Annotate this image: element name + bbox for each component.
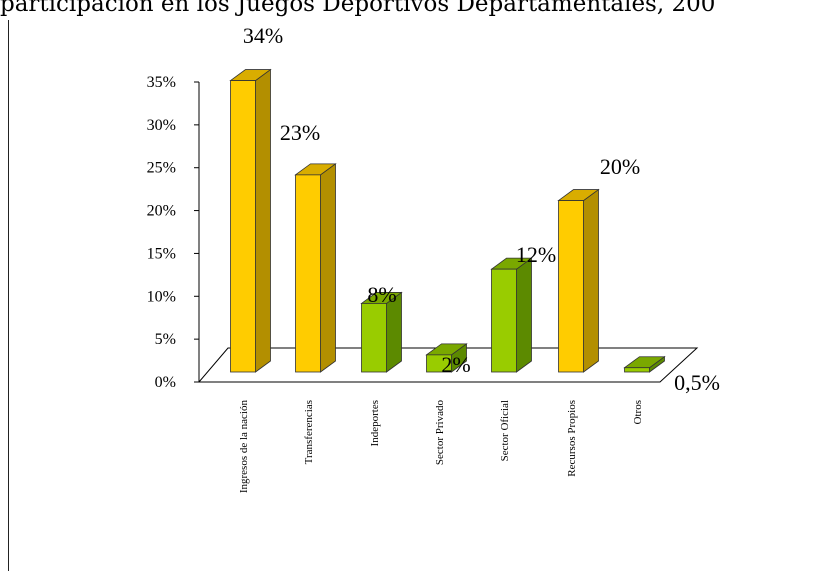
y-tick-label: 25%	[147, 160, 176, 177]
bar	[295, 174, 321, 373]
data-label: 20%	[600, 154, 640, 179]
chart-caption: participación en los Juegos Deportivos D…	[0, 0, 716, 17]
category-label: Sector Privado	[434, 400, 446, 466]
data-label: 2%	[441, 352, 470, 377]
bar	[491, 268, 517, 373]
bar-side	[255, 68, 271, 373]
category-label: Ingresos de la nación	[238, 400, 250, 494]
data-label: 12%	[516, 242, 556, 267]
frame-border	[8, 20, 9, 571]
data-label: 8%	[367, 282, 396, 307]
category-label: Sector Oficial	[499, 400, 511, 461]
category-label: Indeportes	[369, 400, 381, 446]
y-tick-label: 0%	[155, 374, 176, 391]
category-label: Otros	[632, 400, 644, 424]
chart-floor	[197, 347, 699, 383]
bar	[426, 354, 452, 373]
data-label: 34%	[243, 23, 283, 48]
y-tick-label: 10%	[147, 288, 176, 305]
bar	[624, 367, 650, 373]
bar-side	[320, 163, 336, 373]
data-label: 0,5%	[674, 370, 720, 395]
y-tick-label: 35%	[147, 74, 176, 91]
category-label: Transferencias	[303, 400, 315, 464]
y-tick-label: 20%	[147, 203, 176, 220]
y-tick-label: 15%	[147, 245, 176, 262]
bar-side	[583, 188, 599, 373]
bar	[230, 80, 256, 373]
y-tick-label: 30%	[147, 117, 176, 134]
category-label: Recursos Propios	[566, 400, 578, 477]
data-label: 23%	[280, 120, 320, 145]
bar	[558, 200, 584, 373]
y-tick-label: 5%	[155, 331, 176, 348]
bar	[361, 303, 387, 373]
bar-side	[516, 257, 532, 373]
